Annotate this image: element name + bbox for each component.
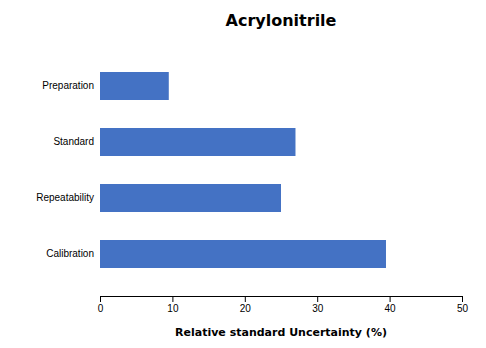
category-axis: Calibration Repeatability Standard Preparat…: [36, 80, 94, 259]
tick: 20: [240, 296, 252, 314]
bar: [100, 72, 169, 100]
bar: [100, 184, 281, 212]
bar: [100, 128, 295, 156]
tick: 30: [312, 296, 324, 314]
tick: 0: [98, 296, 104, 314]
tick-label: 40: [385, 303, 397, 314]
tick-mark: [100, 296, 101, 302]
tick: Preparation: [42, 80, 94, 91]
tick-label: Standard: [53, 136, 94, 147]
tick-label: Preparation: [42, 80, 94, 91]
tick: Calibration: [46, 248, 94, 259]
tick-mark: [245, 296, 246, 302]
plot: 0 10 20 30 40 50 Calibration Repeatability Stand…: [36, 72, 468, 314]
tick-mark: [462, 296, 463, 302]
tick-mark: [390, 296, 391, 302]
tick-label: 30: [312, 303, 324, 314]
axis-line: [101, 297, 463, 303]
tick-label: 20: [240, 303, 252, 314]
bar: [100, 240, 386, 268]
title: Acrylonitrile: [226, 11, 337, 30]
tick-mark: [317, 296, 318, 302]
chart: 0 10 20 30 40 50 Calibration Repeatability Stand…: [0, 0, 486, 348]
tick-label: Calibration: [46, 248, 94, 259]
tick-label: 0: [98, 303, 104, 314]
tick-label: 50: [457, 303, 469, 314]
tick: 40: [385, 296, 397, 314]
tick: 50: [457, 296, 469, 314]
tick: Repeatability: [36, 192, 94, 203]
tick: Standard: [53, 136, 94, 147]
value-axis: 0 10 20 30 40 50: [98, 296, 469, 314]
tick-mark: [172, 296, 173, 302]
tick: 10: [167, 296, 179, 314]
tick-label: Repeatability: [36, 192, 94, 203]
tick-label: 10: [167, 303, 179, 314]
axis-title: Relative standard Uncertainty (%): [175, 326, 387, 339]
bars: [100, 72, 386, 268]
